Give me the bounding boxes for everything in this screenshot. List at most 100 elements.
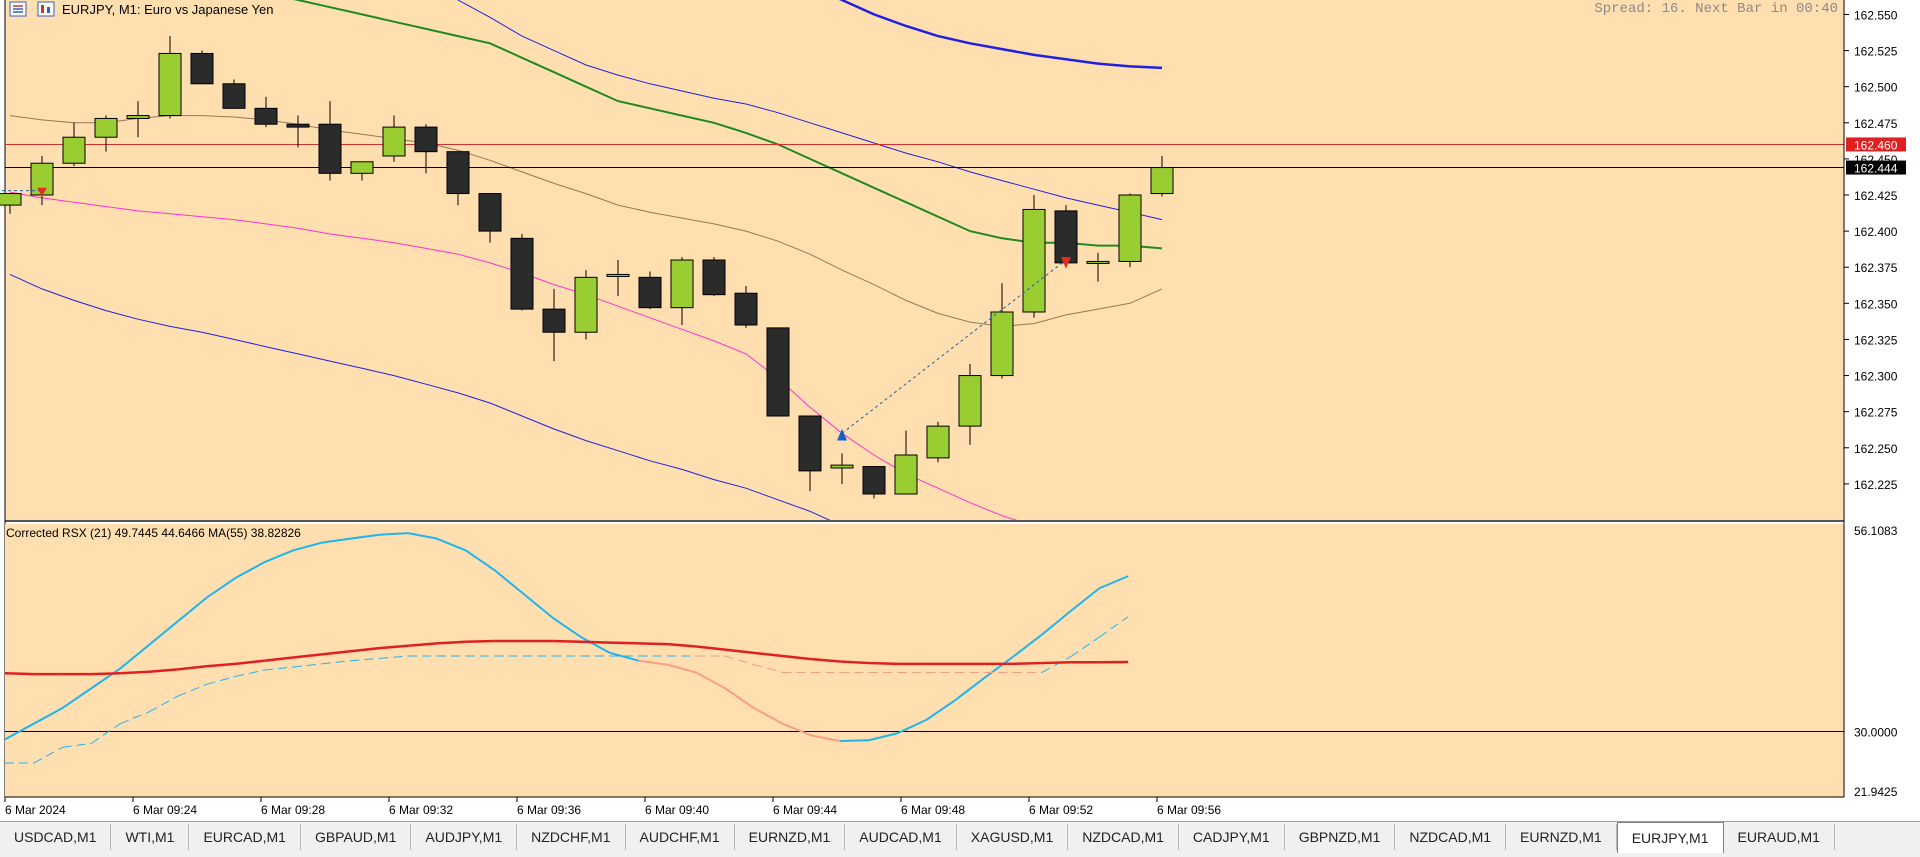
tab-nzdcad-m1[interactable]: NZDCAD,M1 <box>1395 824 1506 850</box>
rsx-ma-line <box>610 643 639 644</box>
tab-euraud-m1[interactable]: EURAUD,M1 <box>1724 824 1835 850</box>
candle-body <box>703 260 725 295</box>
candle-body <box>671 260 693 308</box>
time-label: 6 Mar 09:32 <box>389 803 453 817</box>
candle-body <box>287 124 309 127</box>
candle[interactable] <box>767 328 789 416</box>
rsx-ma-line <box>91 673 120 674</box>
candle-body <box>159 53 181 115</box>
time-label: 6 Mar 09:40 <box>645 803 709 817</box>
candle[interactable] <box>223 79 245 108</box>
candle-body <box>255 108 277 124</box>
rsx-ma-line <box>1042 662 1071 663</box>
candle-body <box>1119 195 1141 261</box>
indicator-panel-bg <box>5 524 1844 797</box>
time-label: 6 Mar 2024 <box>5 803 66 817</box>
candle-body <box>927 426 949 458</box>
spread-info: Spread: 16. Next Bar in 00:40 <box>1594 1 1838 17</box>
candle-body <box>319 124 341 173</box>
price-tick-label: 162.225 <box>1854 478 1898 492</box>
candle-body <box>607 274 629 276</box>
candle-body <box>511 238 533 309</box>
price-tick-label: 162.325 <box>1854 333 1898 347</box>
time-label: 6 Mar 09:48 <box>901 803 965 817</box>
tab-gbpaud-m1[interactable]: GBPAUD,M1 <box>301 824 411 850</box>
tab-audcad-m1[interactable]: AUDCAD,M1 <box>845 824 956 850</box>
candle-body <box>831 465 853 468</box>
candle[interactable] <box>1023 195 1045 318</box>
time-label: 6 Mar 09:36 <box>517 803 581 817</box>
candle[interactable] <box>863 467 885 499</box>
candle[interactable] <box>927 422 949 462</box>
rsx-ma-line <box>120 672 149 674</box>
candle-body <box>415 127 437 152</box>
candle-body <box>447 152 469 194</box>
candle[interactable] <box>703 257 725 296</box>
tab-audchf-m1[interactable]: AUDCHF,M1 <box>626 824 735 850</box>
candle[interactable] <box>1055 205 1077 263</box>
candle-body <box>575 277 597 332</box>
rsx-ma-line <box>437 642 466 644</box>
time-label: 6 Mar 09:52 <box>1029 803 1093 817</box>
candle-body <box>639 277 661 307</box>
price-tick-label: 162.425 <box>1854 189 1898 203</box>
indicator-max-label: 56.1083 <box>1854 524 1898 538</box>
chart-menu-icon[interactable] <box>10 2 26 16</box>
candle-body <box>0 194 21 206</box>
rsx-ma-line <box>1013 663 1042 664</box>
tab-cadjpy-m1[interactable]: CADJPY,M1 <box>1179 824 1285 850</box>
candle[interactable] <box>575 270 597 339</box>
candle-body <box>351 162 373 174</box>
price-tick-label: 162.275 <box>1854 406 1898 420</box>
candle-body <box>863 467 885 494</box>
time-label: 6 Mar 09:28 <box>261 803 325 817</box>
candle[interactable] <box>191 51 213 84</box>
tab-gbpnzd-m1[interactable]: GBPNZD,M1 <box>1285 824 1396 850</box>
price-panel-bg <box>5 0 1844 520</box>
price-tick-label: 162.400 <box>1854 225 1898 239</box>
candle-body <box>1151 168 1173 194</box>
candle-body <box>63 137 85 163</box>
tab-eurjpy-m1[interactable]: EURJPY,M1 <box>1617 822 1724 853</box>
indicator-min-label: 21.9425 <box>1854 785 1898 799</box>
rsx-ma-line <box>466 641 495 642</box>
chart-canvas[interactable]: 162.550162.525162.500162.475162.450162.4… <box>0 0 1920 821</box>
candle-body <box>191 53 213 83</box>
candle-body <box>959 376 981 427</box>
candle-body <box>543 309 565 332</box>
indicator-level-label: 30.0000 <box>1854 726 1898 740</box>
candle-body <box>735 293 757 325</box>
tab-usdcad-m1[interactable]: USDCAD,M1 <box>0 824 111 850</box>
candle-body <box>1087 261 1109 263</box>
price-tick-label: 162.250 <box>1854 442 1898 456</box>
price-tick-label: 162.375 <box>1854 261 1898 275</box>
candle-body <box>127 116 149 119</box>
indicator-title: Corrected RSX (21) 49.7445 44.6466 MA(55… <box>6 526 301 540</box>
candle-body <box>767 328 789 416</box>
bar-chart-icon[interactable] <box>38 2 54 16</box>
price-tick-label: 162.550 <box>1854 8 1898 22</box>
last-price-label: 162.444 <box>1854 162 1898 176</box>
indicator-panel[interactable] <box>5 524 1844 797</box>
tab-eurcad-m1[interactable]: EURCAD,M1 <box>189 824 300 850</box>
candle[interactable] <box>1119 194 1141 268</box>
tab-audjpy-m1[interactable]: AUDJPY,M1 <box>411 824 517 850</box>
candle-body <box>991 312 1013 376</box>
candle[interactable] <box>511 234 533 311</box>
rsx-ma-line <box>869 663 898 664</box>
rsx-line <box>840 740 869 741</box>
tab-wti-m1[interactable]: WTI,M1 <box>111 824 189 850</box>
price-tick-label: 162.475 <box>1854 117 1898 131</box>
bid-price-label: 162.460 <box>1854 138 1898 152</box>
tab-xagusd-m1[interactable]: XAGUSD,M1 <box>957 824 1068 850</box>
tab-nzdchf-m1[interactable]: NZDCHF,M1 <box>517 824 625 850</box>
candle-body <box>1055 211 1077 263</box>
candle-body <box>95 118 117 137</box>
tab-eurnzd-m1[interactable]: EURNZD,M1 <box>1506 824 1617 850</box>
candle[interactable] <box>639 272 661 310</box>
tab-eurnzd-m1[interactable]: EURNZD,M1 <box>735 824 846 850</box>
rsx-ma-line <box>840 661 869 663</box>
tab-nzdcad-m1[interactable]: NZDCAD,M1 <box>1068 824 1179 850</box>
